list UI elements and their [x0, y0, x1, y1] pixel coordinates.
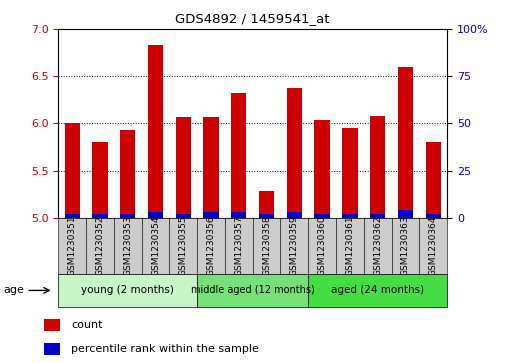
- Text: GSM1230356: GSM1230356: [207, 216, 215, 276]
- Bar: [336, 218, 364, 274]
- Bar: [225, 218, 253, 274]
- Text: GSM1230363: GSM1230363: [401, 216, 410, 276]
- Bar: [204, 117, 219, 218]
- Bar: [92, 142, 108, 218]
- Bar: [65, 214, 80, 218]
- Bar: [370, 116, 385, 218]
- Text: middle aged (12 months): middle aged (12 months): [191, 285, 314, 295]
- Bar: [308, 218, 336, 274]
- Bar: [426, 214, 441, 218]
- Text: young (2 months): young (2 months): [81, 285, 174, 295]
- Text: percentile rank within the sample: percentile rank within the sample: [71, 344, 259, 354]
- Text: GSM1230354: GSM1230354: [151, 216, 160, 276]
- Text: GSM1230361: GSM1230361: [345, 216, 355, 276]
- Bar: [197, 218, 225, 274]
- Bar: [370, 214, 385, 218]
- Bar: [419, 218, 447, 274]
- Bar: [170, 218, 197, 274]
- Text: GSM1230357: GSM1230357: [234, 216, 243, 276]
- Bar: [364, 218, 392, 274]
- Bar: [231, 93, 246, 218]
- Bar: [398, 210, 413, 218]
- Bar: [120, 214, 136, 218]
- Text: GSM1230353: GSM1230353: [123, 216, 132, 276]
- Bar: [148, 45, 163, 218]
- Bar: [114, 218, 142, 274]
- Bar: [231, 212, 246, 218]
- Bar: [342, 128, 358, 218]
- Bar: [259, 191, 274, 218]
- Bar: [280, 218, 308, 274]
- Bar: [314, 120, 330, 218]
- Bar: [44, 343, 60, 355]
- Text: GSM1230355: GSM1230355: [179, 216, 188, 276]
- Bar: [92, 214, 108, 218]
- Text: count: count: [71, 320, 103, 330]
- Bar: [398, 67, 413, 218]
- Bar: [204, 212, 219, 218]
- Text: age: age: [3, 285, 24, 295]
- Text: GSM1230351: GSM1230351: [68, 216, 77, 276]
- Text: GSM1230359: GSM1230359: [290, 216, 299, 276]
- Bar: [148, 212, 163, 218]
- Bar: [86, 218, 114, 274]
- Bar: [120, 130, 136, 218]
- Bar: [342, 214, 358, 218]
- Bar: [58, 218, 86, 274]
- Text: GSM1230352: GSM1230352: [96, 216, 105, 276]
- Bar: [426, 142, 441, 218]
- Title: GDS4892 / 1459541_at: GDS4892 / 1459541_at: [175, 12, 330, 25]
- Bar: [308, 274, 447, 307]
- Bar: [44, 319, 60, 331]
- Text: GSM1230360: GSM1230360: [318, 216, 327, 276]
- Text: aged (24 months): aged (24 months): [331, 285, 424, 295]
- Bar: [287, 212, 302, 218]
- Bar: [392, 218, 419, 274]
- Bar: [287, 87, 302, 218]
- Bar: [176, 117, 191, 218]
- Bar: [58, 274, 197, 307]
- Bar: [253, 218, 280, 274]
- Bar: [142, 218, 170, 274]
- Text: GSM1230362: GSM1230362: [373, 216, 382, 276]
- Bar: [65, 123, 80, 218]
- Bar: [259, 214, 274, 218]
- Bar: [314, 214, 330, 218]
- Text: GSM1230358: GSM1230358: [262, 216, 271, 276]
- Text: GSM1230364: GSM1230364: [429, 216, 438, 276]
- Bar: [176, 214, 191, 218]
- Bar: [197, 274, 308, 307]
